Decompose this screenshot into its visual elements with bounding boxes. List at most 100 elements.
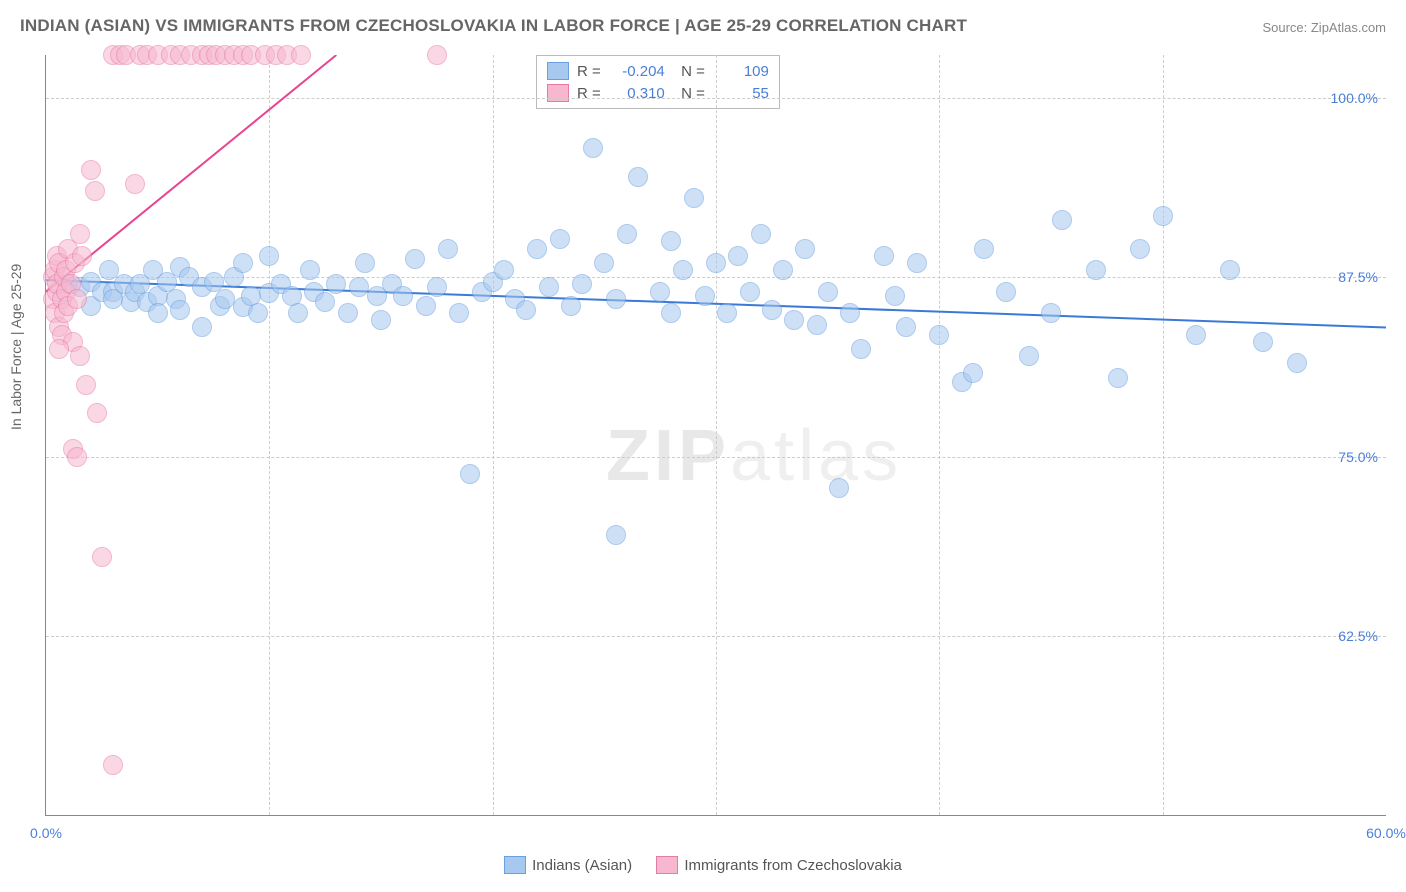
r-label: R = (577, 63, 601, 80)
source-attribution: Source: ZipAtlas.com (1262, 20, 1386, 35)
scatter-point (650, 282, 670, 302)
scatter-point (851, 339, 871, 359)
scatter-point (1130, 239, 1150, 259)
scatter-point (76, 375, 96, 395)
scatter-point (963, 363, 983, 383)
scatter-point (125, 174, 145, 194)
scatter-point (516, 300, 536, 320)
scatter-point (87, 403, 107, 423)
scatter-point (449, 303, 469, 323)
scatter-point (550, 229, 570, 249)
swatch-icon (547, 62, 569, 80)
scatter-point (1052, 210, 1072, 230)
scatter-point (192, 317, 212, 337)
scatter-point (874, 246, 894, 266)
scatter-point (829, 478, 849, 498)
scatter-point (494, 260, 514, 280)
scatter-point (929, 325, 949, 345)
scatter-point (405, 249, 425, 269)
scatter-point (460, 464, 480, 484)
legend-item-series-1: Indians (Asian) (504, 856, 632, 874)
y-tick-label: 62.5% (1338, 628, 1378, 644)
scatter-point (628, 167, 648, 187)
scatter-point (996, 282, 1016, 302)
scatter-point (840, 303, 860, 323)
scatter-point (81, 160, 101, 180)
legend-row-series-2: R = 0.310 N = 55 (547, 82, 769, 104)
scatter-point (717, 303, 737, 323)
scatter-point (885, 286, 905, 306)
scatter-point (393, 286, 413, 306)
scatter-point (427, 45, 447, 65)
scatter-point (740, 282, 760, 302)
chart-title: INDIAN (ASIAN) VS IMMIGRANTS FROM CZECHO… (20, 16, 967, 36)
scatter-point (606, 289, 626, 309)
series-legend: Indians (Asian) Immigrants from Czechosl… (0, 856, 1406, 878)
scatter-point (583, 138, 603, 158)
x-tick-label: 60.0% (1366, 825, 1406, 841)
scatter-point (527, 239, 547, 259)
scatter-point (795, 239, 815, 259)
scatter-point (762, 300, 782, 320)
scatter-point (728, 246, 748, 266)
scatter-point (661, 303, 681, 323)
scatter-point (673, 260, 693, 280)
scatter-plot-area: ZIPatlas R = -0.204 N = 109 R = 0.310 N … (45, 55, 1386, 816)
scatter-point (67, 447, 87, 467)
scatter-point (974, 239, 994, 259)
scatter-point (1086, 260, 1106, 280)
scatter-point (1153, 206, 1173, 226)
scatter-point (288, 303, 308, 323)
scatter-point (233, 253, 253, 273)
scatter-point (751, 224, 771, 244)
scatter-point (427, 277, 447, 297)
scatter-point (684, 188, 704, 208)
scatter-point (300, 260, 320, 280)
scatter-point (416, 296, 436, 316)
scatter-point (818, 282, 838, 302)
scatter-point (92, 547, 112, 567)
scatter-point (315, 292, 335, 312)
scatter-point (72, 246, 92, 266)
scatter-point (355, 253, 375, 273)
scatter-point (896, 317, 916, 337)
scatter-point (170, 300, 190, 320)
scatter-point (1186, 325, 1206, 345)
scatter-point (1041, 303, 1061, 323)
r-value: -0.204 (609, 63, 665, 80)
legend-label: Immigrants from Czechoslovakia (684, 857, 902, 874)
scatter-point (706, 253, 726, 273)
scatter-point (148, 303, 168, 323)
scatter-point (661, 231, 681, 251)
scatter-point (291, 45, 311, 65)
scatter-point (1253, 332, 1273, 352)
scatter-point (49, 339, 69, 359)
scatter-point (594, 253, 614, 273)
scatter-point (907, 253, 927, 273)
scatter-point (259, 246, 279, 266)
legend-item-series-2: Immigrants from Czechoslovakia (656, 856, 902, 874)
scatter-point (1019, 346, 1039, 366)
n-label: N = (673, 63, 705, 80)
scatter-point (70, 224, 90, 244)
scatter-point (572, 274, 592, 294)
swatch-icon (547, 84, 569, 102)
swatch-icon (656, 856, 678, 874)
swatch-icon (504, 856, 526, 874)
scatter-point (70, 346, 90, 366)
scatter-point (695, 286, 715, 306)
scatter-point (784, 310, 804, 330)
scatter-point (773, 260, 793, 280)
y-tick-label: 87.5% (1338, 269, 1378, 285)
x-tick-label: 0.0% (30, 825, 62, 841)
scatter-point (807, 315, 827, 335)
scatter-point (438, 239, 458, 259)
scatter-point (1220, 260, 1240, 280)
legend-label: Indians (Asian) (532, 857, 632, 874)
scatter-point (561, 296, 581, 316)
scatter-point (326, 274, 346, 294)
y-tick-label: 100.0% (1331, 90, 1378, 106)
scatter-point (67, 289, 87, 309)
y-axis-label: In Labor Force | Age 25-29 (8, 264, 24, 430)
scatter-point (617, 224, 637, 244)
